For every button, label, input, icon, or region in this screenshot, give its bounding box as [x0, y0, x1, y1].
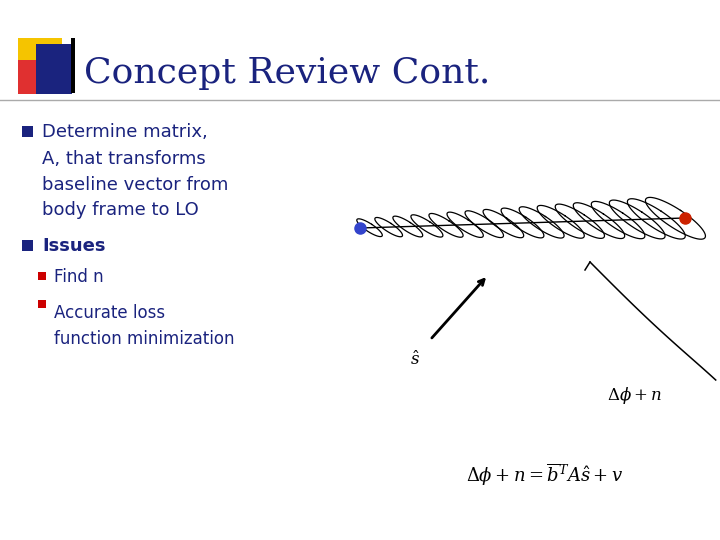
Text: Concept Review Cont.: Concept Review Cont.	[84, 56, 490, 90]
Bar	[22, 126, 33, 137]
Bar	[38, 300, 46, 308]
Text: Accurate loss
function minimization: Accurate loss function minimization	[54, 304, 235, 348]
Text: A, that transforms
baseline vector from
body frame to LO: A, that transforms baseline vector from …	[42, 150, 228, 219]
Bar	[71, 38, 75, 93]
Text: Issues: Issues	[42, 237, 106, 255]
Text: $\hat{s}$: $\hat{s}$	[410, 351, 420, 369]
Bar	[22, 240, 33, 251]
Text: Find n: Find n	[54, 268, 104, 286]
Text: Determine matrix,: Determine matrix,	[42, 123, 208, 141]
Text: $\Delta\phi + n = \overline{b}^T A\hat{s} + v$: $\Delta\phi + n = \overline{b}^T A\hat{s…	[467, 462, 624, 488]
Bar	[38, 272, 46, 280]
Bar	[18, 38, 62, 82]
Bar	[18, 60, 52, 94]
Bar	[36, 44, 72, 94]
Text: $\Delta\phi + n$: $\Delta\phi + n$	[608, 384, 662, 406]
